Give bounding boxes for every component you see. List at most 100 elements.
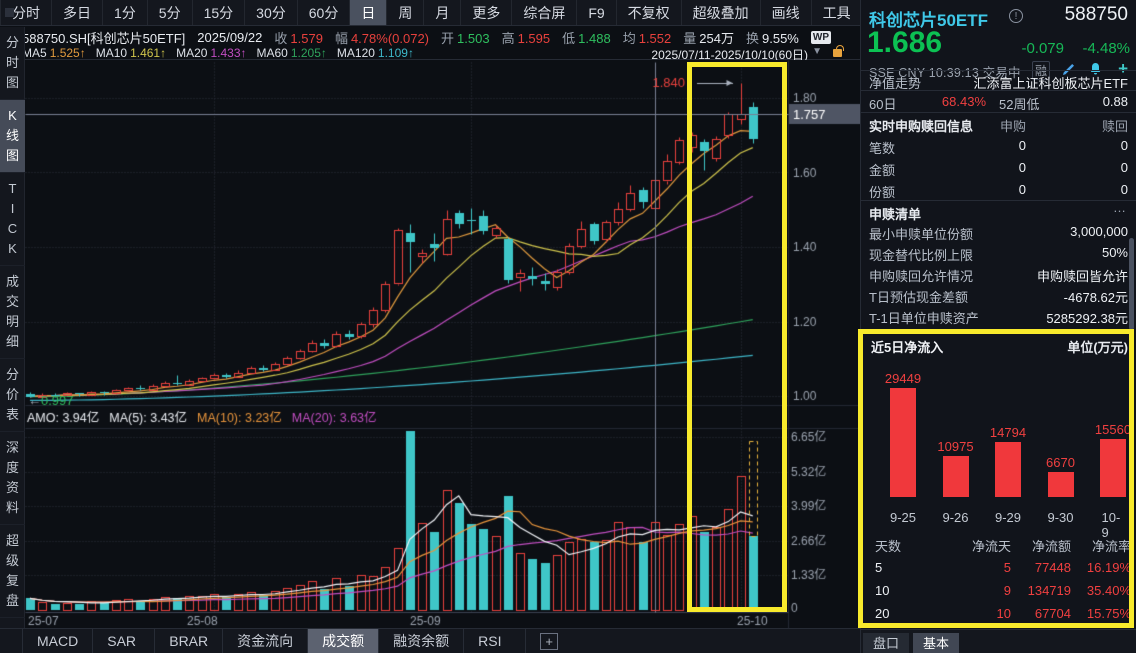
field-value: 1.552	[638, 30, 672, 46]
period-button-60分[interactable]: 60分	[298, 0, 351, 25]
field-label: 开	[441, 30, 455, 46]
period-button-日[interactable]: 日	[350, 0, 388, 25]
period-button-更多[interactable]: 更多	[461, 0, 513, 25]
indicator-tab-融资余额[interactable]: 融资余额	[379, 629, 465, 653]
list-row-label: T日预估现金差额	[869, 290, 968, 305]
ma-value: 1.109↑	[377, 46, 414, 60]
sidebar-item-深度资料[interactable]: 深度资料	[0, 432, 25, 525]
quote-panel: 科创芯片50ETF ! 588750 1.686 -0.079 -4.48% S…	[860, 0, 1136, 653]
toolbar-button-工具[interactable]: 工具	[812, 0, 863, 25]
sidebar-item-分价表[interactable]: 分价表	[0, 359, 25, 432]
wp-badge[interactable]: WP	[810, 30, 831, 44]
flow-bar-date: 10-9	[1101, 510, 1121, 540]
flow-bar-value: 14794	[989, 425, 1027, 440]
panel-tab-基本[interactable]: 基本	[913, 633, 959, 653]
indicator-tab-资金流向[interactable]: 资金流向	[223, 629, 309, 653]
quote-field-收: 收 1.579	[274, 28, 323, 47]
toolbar-button-综合屏[interactable]: 综合屏	[512, 0, 578, 25]
unlock-icon[interactable]	[833, 45, 844, 57]
flow-bar-value: 10975	[937, 439, 974, 454]
flow-th-天数: 天数	[875, 539, 902, 554]
indicator-tab-MACD[interactable]: MACD	[22, 629, 94, 653]
ma-value: 1.433↑	[210, 46, 247, 60]
period-button-分时[interactable]: 分时	[1, 0, 52, 25]
period-button-1分[interactable]: 1分	[103, 0, 148, 25]
rt-row-subscribe: 0	[1018, 182, 1026, 197]
kline-chart-canvas[interactable]	[25, 60, 860, 628]
chevron-down-icon[interactable]: ▼	[812, 46, 822, 57]
quote-field-开: 开 1.503	[441, 28, 490, 47]
period-button-15分[interactable]: 15分	[193, 0, 246, 25]
rt-row-label: 金额	[869, 163, 896, 178]
divider	[861, 200, 1136, 201]
alert-bell-icon[interactable]	[1089, 62, 1102, 76]
add-to-watchlist-icon[interactable]: +	[1118, 59, 1128, 78]
divider	[861, 70, 1136, 71]
ma-item-MA5: MA5 1.525↑	[22, 46, 86, 60]
instrument-name: 科创芯片50ETF	[869, 11, 989, 30]
indicator-tab-成交额[interactable]: 成交额	[308, 629, 380, 653]
flow-bar-value: 6670	[1046, 455, 1075, 470]
sidebar-item-分时图[interactable]: 分时图	[0, 27, 25, 100]
list-row-label: T-1日单位申赎资产	[869, 311, 979, 326]
list-row-value: 3,000,000	[1070, 224, 1128, 239]
ma-value: 1.461↑	[130, 46, 167, 60]
flow-td: 15.75%	[1086, 606, 1131, 621]
sidebar-item-超级复盘[interactable]: 超级复盘	[0, 525, 25, 618]
indicator-tab-RSI[interactable]: RSI	[464, 629, 527, 653]
scrollbar-thumb[interactable]	[1129, 238, 1134, 330]
toolbar-button-不复权[interactable]: 不复权	[617, 0, 682, 25]
field-value: 1.595	[517, 30, 551, 46]
divider	[861, 112, 1136, 113]
period-button-多日[interactable]: 多日	[52, 0, 103, 25]
field-label: 低	[562, 30, 576, 46]
flow-bar-9-26	[942, 456, 969, 497]
stat-60d-value: 68.43%	[941, 94, 986, 109]
flow-bar-9-25	[890, 388, 916, 497]
flow-bar-date: 9-30	[1047, 510, 1074, 525]
ma-item-MA20: MA20 1.433↑	[176, 46, 246, 60]
quote-field-均: 均 1.552	[623, 28, 672, 47]
toolbar-button-超级叠加[interactable]: 超级叠加	[682, 0, 761, 25]
sidebar-item-成交明细[interactable]: 成交明细	[0, 266, 25, 359]
col-subscribe: 申购	[999, 119, 1026, 134]
field-label: 高	[501, 30, 515, 46]
bar-date-label: 2025/09/22	[197, 29, 263, 45]
toolbar-button-F9[interactable]: F9	[577, 0, 617, 25]
field-value: 1.488	[578, 30, 611, 46]
list-title: 申赎清单	[869, 207, 922, 222]
quote-field-高: 高 1.595	[502, 28, 551, 47]
ma-item-MA60: MA60 1.205↑	[257, 46, 327, 60]
period-button-30分[interactable]: 30分	[245, 0, 298, 25]
period-button-5分[interactable]: 5分	[148, 0, 193, 25]
info-icon[interactable]: !	[1009, 9, 1023, 23]
flow-td: 35.40%	[1086, 583, 1131, 598]
period-toolbar: 分时多日1分5分15分30分60分日周月更多综合屏F9不复权超级叠加画线工具⚙?…	[0, 0, 945, 26]
flow-td: 5	[875, 560, 883, 575]
quote-field-幅: 幅 4.78%(0.072)	[335, 28, 429, 47]
realtime-title: 实时申购赎回信息	[869, 119, 974, 134]
period-button-周[interactable]: 周	[387, 0, 425, 25]
stat-60d-label: 60日	[869, 97, 897, 112]
edit-icon[interactable]	[1062, 62, 1076, 76]
panel-tab-盘口[interactable]: 盘口	[863, 633, 909, 653]
period-button-月[interactable]: 月	[424, 0, 462, 25]
quote-field-低: 低 1.488	[562, 28, 611, 47]
date-range-label[interactable]: 2025/07/11-2025/10/10(60日)	[651, 48, 808, 62]
indicator-tab-BRAR[interactable]: BRAR	[155, 629, 224, 653]
symbol-label: 588750.SH[科创芯片50ETF]	[22, 30, 186, 46]
indicator-tab-SAR[interactable]: SAR	[93, 629, 156, 653]
ma-label: MA60	[256, 46, 288, 60]
field-label: 换	[745, 30, 759, 46]
fund-full-name: 汇添富上证科创板芯片ETF	[973, 76, 1128, 91]
app-menu-icon[interactable]	[0, 0, 14, 25]
toolbar-button-画线[interactable]: 画线	[761, 0, 812, 25]
ma-value: 1.525↑	[49, 46, 86, 60]
ma-value: 1.205↑	[290, 46, 327, 60]
rt-row-label: 笔数	[869, 141, 896, 156]
add-indicator-button[interactable]: +	[540, 632, 559, 650]
flow-td: 5	[1003, 560, 1011, 575]
